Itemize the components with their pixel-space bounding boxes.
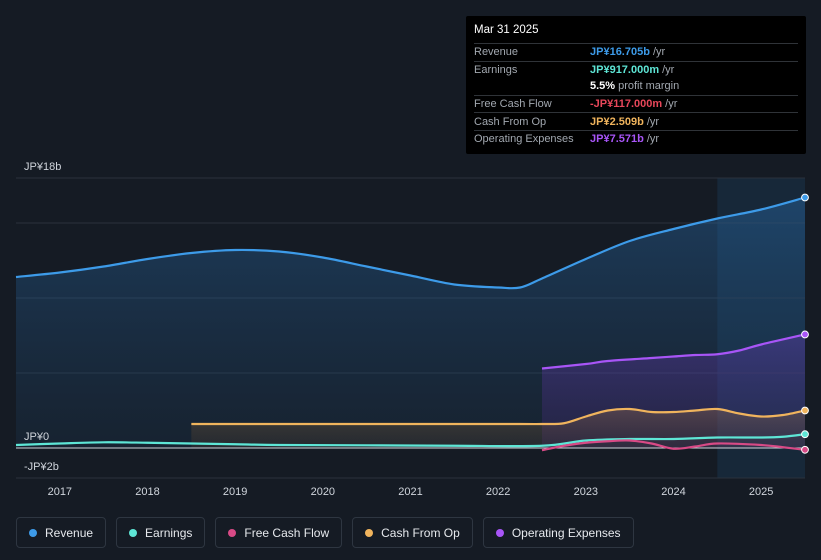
earnings-end-dot [801,430,809,439]
legend-label: Free Cash Flow [244,525,330,540]
tooltip-row-value: JP¥16.705b [590,46,650,59]
series-lines [15,196,806,452]
x-tick-label: 2020 [311,486,335,498]
legend-dot-icon [495,528,504,537]
x-tick-label: 2023 [574,486,598,498]
tooltip-row-revenue: Revenue JP¥16.705b/yr [474,43,798,61]
y-label-minus-2b: -JP¥2b [24,461,59,473]
tooltip-row-label: Free Cash Flow [474,98,552,111]
x-tick-label: 2025 [749,486,773,498]
legend-item-revenue[interactable]: Revenue [16,517,107,548]
tooltip-row-value: JP¥7.571b [590,133,644,146]
legend-dot-icon [365,528,374,537]
tooltip-row-unit: /yr [646,115,660,128]
y-axis-labels: JP¥18b JP¥0 -JP¥2b [24,161,61,473]
x-tick-label: 2024 [661,486,685,498]
legend-dot-icon [129,528,138,537]
cash-from-op-line [191,407,806,426]
tooltip-row-label: Revenue [474,46,519,59]
legend-item-cash-from-op[interactable]: Cash From Op [352,517,473,548]
legend: Revenue Earnings Free Cash Flow Cash From O… [16,517,644,548]
tooltip-row-earnings: Earnings JP¥917.000m/yr [474,60,798,79]
y-label-zero: JP¥0 [24,431,49,443]
tooltip-row-label: Earnings [474,63,518,76]
tooltip-row-label: Operating Expenses [474,133,574,146]
tooltip-row-unit: /yr [652,46,666,59]
earnings-line [15,433,806,448]
tooltip-row-operating-expenses: Operating Expenses JP¥7.571b/yr [474,129,798,148]
x-axis-ticks: 2017 2018 2019 2020 2021 2022 2023 2024 2025 [48,486,774,498]
operating-expenses-line [541,333,806,370]
tooltip-row-free-cash-flow: Free Cash Flow -JP¥117.000m/yr [474,94,798,113]
series-end-dots [801,193,809,454]
tooltip-row-value: JP¥2.509b [590,115,644,128]
legend-item-earnings[interactable]: Earnings [116,517,206,548]
legend-label: Earnings [145,525,193,540]
x-tick-label: 2018 [135,486,159,498]
free-cash-flow-line [541,439,806,452]
tooltip-row-value: -JP¥117.000m [590,98,663,111]
legend-dot-icon [228,528,237,537]
tooltip-row-unit: profit margin [618,80,680,93]
legend-dot-icon [29,528,37,537]
tooltip-row-cash-from-op: Cash From Op JP¥2.509b/yr [474,112,798,130]
tooltip-row-value: JP¥917.000m [590,63,660,76]
tooltip-date: Mar 31 2025 [474,24,539,36]
free-cash-flow-end-dot [801,445,809,454]
tooltip-row-unit: /yr [646,133,660,146]
x-tick-label: 2021 [398,486,422,498]
legend-item-operating-expenses[interactable]: Operating Expenses [482,517,634,548]
tooltip-row-unit: /yr [662,63,675,76]
tooltip-panel: Mar 31 2025 Revenue JP¥16.705b/yr Earnings… [466,16,806,154]
legend-label: Cash From Op [381,525,460,540]
tooltip-row-label: Cash From Op [474,115,547,128]
operating-expenses-end-dot [801,330,809,339]
tooltip-row-unit: /yr [665,98,678,111]
y-label-18b: JP¥18b [24,161,61,173]
legend-item-free-cash-flow[interactable]: Free Cash Flow [215,517,343,548]
x-tick-label: 2017 [48,486,72,498]
legend-label: Revenue [45,525,94,540]
x-tick-label: 2019 [223,486,247,498]
cash-from-op-end-dot [801,406,809,415]
tooltip-row-profit-margin: 5.5% profit margin [474,78,798,95]
legend-label: Operating Expenses [511,525,621,540]
chart-canvas: JP¥18b JP¥0 -JP¥2b 2017 2018 2019 2020 2021 2… [15,161,809,498]
tooltip-row-value: 5.5% [590,80,616,93]
x-tick-label: 2022 [486,486,510,498]
revenue-line [15,196,806,290]
revenue-end-dot [801,193,809,202]
